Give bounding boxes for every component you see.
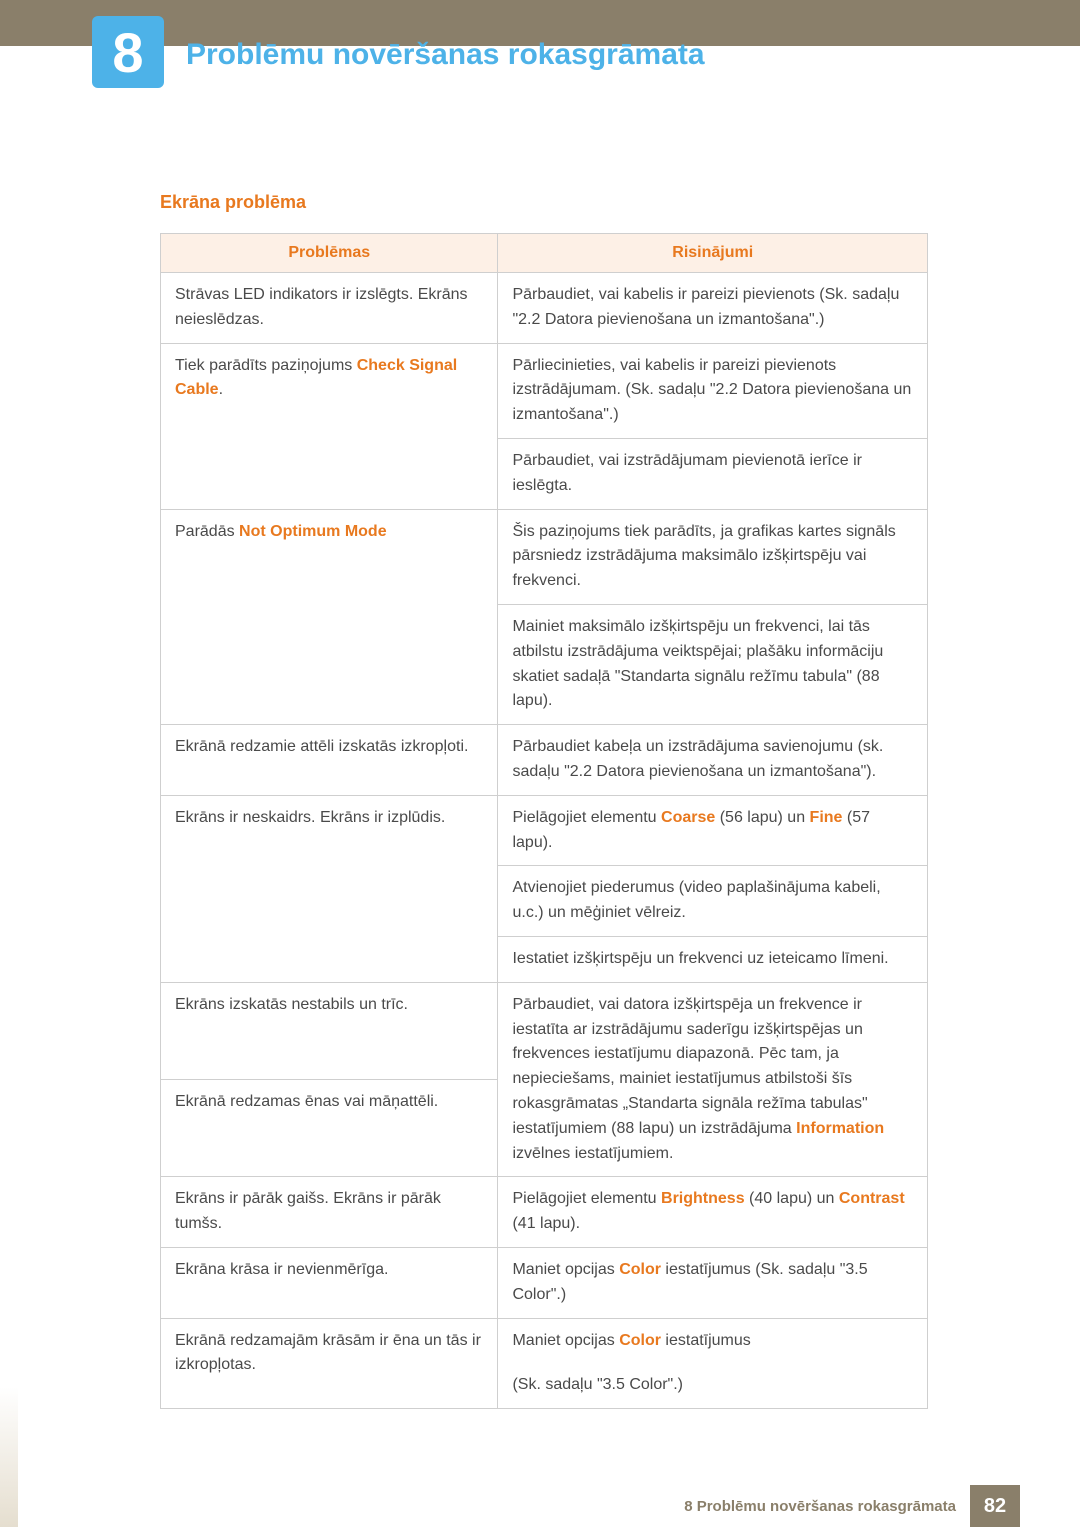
problem-cell: Strāvas LED indikators ir izslēgts. Ekrā… bbox=[161, 273, 498, 344]
content-area: Ekrāna problēma Problēmas Risinājumi Str… bbox=[160, 192, 928, 1409]
solution-text: Maniet opcijas bbox=[512, 1332, 619, 1349]
chapter-number: 8 bbox=[112, 20, 143, 85]
keyword: Not Optimum Mode bbox=[239, 523, 387, 540]
table-row: Tiek parādīts paziņojums Check Signal Ca… bbox=[161, 343, 928, 438]
table-row: Ekrāna krāsa ir nevienmērīga. Maniet opc… bbox=[161, 1247, 928, 1318]
solution-cell: Pārbaudiet, vai kabelis ir pareizi pievi… bbox=[498, 273, 928, 344]
problem-cell: Ekrānā redzamas ēnas vai māņattēli. bbox=[161, 1080, 498, 1177]
solution-cell: Pārbaudiet, vai izstrādājumam pievienotā… bbox=[498, 438, 928, 509]
solution-cell: Atvienojiet piederumus (video paplašināj… bbox=[498, 866, 928, 937]
keyword: Color bbox=[619, 1332, 661, 1349]
solution-text: Pielāgojiet elementu bbox=[512, 1190, 661, 1207]
solution-text: izvēlnes iestatījumiem. bbox=[512, 1145, 673, 1162]
keyword: Fine bbox=[810, 809, 843, 826]
solution-cell: Pielāgojiet elementu Brightness (40 lapu… bbox=[498, 1177, 928, 1248]
section-heading: Ekrāna problēma bbox=[160, 192, 928, 213]
keyword: Contrast bbox=[839, 1190, 905, 1207]
problem-cell: Ekrānā redzamajām krāsām ir ēna un tās i… bbox=[161, 1318, 498, 1409]
table-row: Ekrānā redzamie attēli izskatās izkropļo… bbox=[161, 725, 928, 796]
solution-cell: Pielāgojiet elementu Coarse (56 lapu) un… bbox=[498, 795, 928, 866]
problem-cell: Tiek parādīts paziņojums Check Signal Ca… bbox=[161, 343, 498, 509]
problem-text: Parādās bbox=[175, 523, 239, 540]
solution-text: iestatījumus bbox=[661, 1332, 751, 1349]
solution-cell: Iestatiet izšķirtspēju un frekvenci uz i… bbox=[498, 936, 928, 982]
solution-cell: Mainiet maksimālo izšķirtspēju un frekve… bbox=[498, 604, 928, 724]
problem-cell: Parādās Not Optimum Mode bbox=[161, 509, 498, 725]
keyword: Brightness bbox=[661, 1190, 745, 1207]
keyword: Information bbox=[796, 1120, 884, 1137]
solution-cell: Maniet opcijas Color iestatījumus bbox=[498, 1318, 928, 1363]
keyword: Color bbox=[619, 1261, 661, 1278]
footer-page-number: 82 bbox=[970, 1485, 1020, 1527]
table-row: Strāvas LED indikators ir izslēgts. Ekrā… bbox=[161, 273, 928, 344]
col-header-problems: Problēmas bbox=[161, 234, 498, 273]
table-row: Ekrāns ir neskaidrs. Ekrāns ir izplūdis.… bbox=[161, 795, 928, 866]
table-row: Ekrāns ir pārāk gaišs. Ekrāns ir pārāk t… bbox=[161, 1177, 928, 1248]
solution-cell: Šis paziņojums tiek parādīts, ja grafika… bbox=[498, 509, 928, 604]
table-row: Ekrāns izskatās nestabils un trīc. Pārba… bbox=[161, 982, 928, 1079]
solution-cell: Pārbaudiet, vai datora izšķirtspēja un f… bbox=[498, 982, 928, 1177]
solution-cell: Pārliecinieties, vai kabelis ir pareizi … bbox=[498, 343, 928, 438]
chapter-title: Problēmu novēršanas rokasgrāmata bbox=[186, 38, 705, 72]
solution-text: Pārbaudiet, vai datora izšķirtspēja un f… bbox=[512, 996, 867, 1137]
problem-text: . bbox=[219, 381, 223, 398]
solution-cell: Maniet opcijas Color iestatījumus (Sk. s… bbox=[498, 1247, 928, 1318]
solution-text: (40 lapu) un bbox=[745, 1190, 839, 1207]
problem-cell: Ekrāns izskatās nestabils un trīc. bbox=[161, 982, 498, 1079]
problem-cell: Ekrāns ir neskaidrs. Ekrāns ir izplūdis. bbox=[161, 795, 498, 982]
keyword: Coarse bbox=[661, 809, 715, 826]
chapter-tab: 8 bbox=[92, 16, 164, 88]
table-row: Ekrānā redzamajām krāsām ir ēna un tās i… bbox=[161, 1318, 928, 1363]
problem-cell: Ekrāna krāsa ir nevienmērīga. bbox=[161, 1247, 498, 1318]
problem-cell: Ekrāns ir pārāk gaišs. Ekrāns ir pārāk t… bbox=[161, 1177, 498, 1248]
solution-text: Maniet opcijas bbox=[512, 1261, 619, 1278]
solution-cell: Pārbaudiet kabeļa un izstrādājuma savien… bbox=[498, 725, 928, 796]
problem-text: Tiek parādīts paziņojums bbox=[175, 357, 357, 374]
table-header-row: Problēmas Risinājumi bbox=[161, 234, 928, 273]
solution-text: (56 lapu) un bbox=[715, 809, 809, 826]
solution-text: Pielāgojiet elementu bbox=[512, 809, 661, 826]
footer-text: 8 Problēmu novēršanas rokasgrāmata bbox=[684, 1498, 956, 1515]
col-header-solutions: Risinājumi bbox=[498, 234, 928, 273]
footer: 8 Problēmu novēršanas rokasgrāmata 82 bbox=[684, 1485, 1080, 1527]
problem-cell: Ekrānā redzamie attēli izskatās izkropļo… bbox=[161, 725, 498, 796]
solution-cell: (Sk. sadaļu "3.5 Color".) bbox=[498, 1363, 928, 1408]
troubleshoot-table: Problēmas Risinājumi Strāvas LED indikat… bbox=[160, 233, 928, 1409]
table-row: Parādās Not Optimum Mode Šis paziņojums … bbox=[161, 509, 928, 604]
left-gradient-stripe bbox=[0, 1387, 18, 1527]
solution-text: (41 lapu). bbox=[512, 1215, 580, 1232]
